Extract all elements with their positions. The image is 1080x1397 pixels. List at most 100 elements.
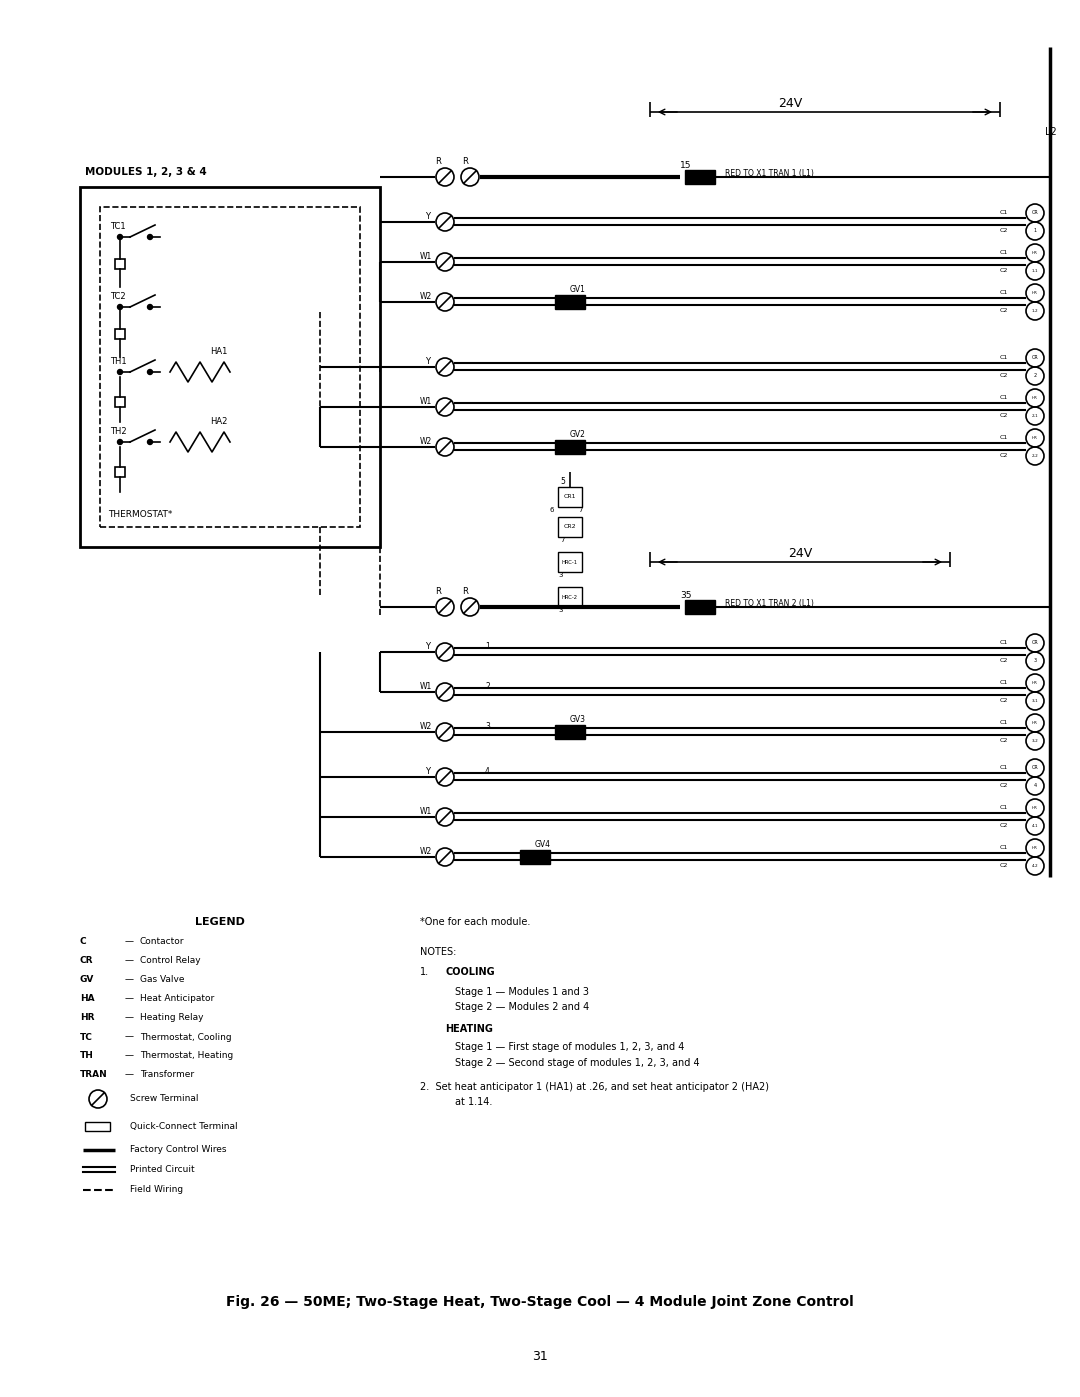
Text: 7: 7 [561, 536, 565, 543]
Text: Field Wiring: Field Wiring [130, 1186, 184, 1194]
Text: C1: C1 [1000, 806, 1008, 810]
Text: —: — [125, 1070, 134, 1080]
Text: 4: 4 [485, 767, 490, 777]
Text: 6: 6 [550, 507, 554, 513]
Text: GV1: GV1 [570, 285, 585, 295]
Bar [555, 295, 585, 309]
Circle shape [148, 440, 152, 444]
Text: Stage 2 — Second stage of modules 1, 2, 3, and 4: Stage 2 — Second stage of modules 1, 2, … [455, 1058, 700, 1067]
Text: Screw Terminal: Screw Terminal [130, 1094, 199, 1104]
Text: 7: 7 [578, 507, 582, 513]
Text: HEATING: HEATING [445, 1024, 492, 1034]
Text: 4-2: 4-2 [1031, 863, 1038, 868]
Text: TRAN: TRAN [80, 1070, 108, 1080]
Text: Heating Relay: Heating Relay [140, 1013, 203, 1023]
Text: 1-2: 1-2 [1031, 309, 1038, 313]
Bar [100, 207, 360, 527]
Text: CR: CR [1031, 355, 1038, 360]
Text: C2: C2 [1000, 309, 1008, 313]
Text: R: R [462, 588, 468, 597]
Text: —: — [125, 995, 134, 1003]
Bar [558, 552, 582, 571]
Text: C2: C2 [1000, 739, 1008, 743]
Text: *One for each module.: *One for each module. [420, 916, 530, 928]
Text: 3: 3 [558, 571, 563, 578]
Text: W2: W2 [420, 722, 432, 732]
Text: at 1.14.: at 1.14. [455, 1097, 492, 1106]
Text: Fig. 26 — 50ME; Two-Stage Heat, Two-Stage Cool — 4 Module Joint Zone Control: Fig. 26 — 50ME; Two-Stage Heat, Two-Stag… [226, 1295, 854, 1309]
Text: CR: CR [1031, 640, 1038, 645]
Text: HA2: HA2 [210, 418, 228, 426]
Text: 35: 35 [680, 591, 691, 601]
Text: Stage 2 — Modules 2 and 4: Stage 2 — Modules 2 and 4 [455, 1002, 590, 1011]
Text: MODULES 1, 2, 3 & 4: MODULES 1, 2, 3 & 4 [85, 168, 206, 177]
Text: CR2: CR2 [564, 524, 577, 529]
Text: HR: HR [1032, 680, 1038, 685]
Text: Factory Control Wires: Factory Control Wires [130, 1146, 227, 1154]
Text: CR1: CR1 [564, 495, 577, 500]
Text: Contactor: Contactor [140, 937, 185, 947]
Text: 3: 3 [1034, 658, 1037, 664]
Text: 4: 4 [1034, 784, 1037, 788]
Text: W2: W2 [420, 437, 432, 447]
Text: C2: C2 [1000, 823, 1008, 828]
Text: Heat Anticipator: Heat Anticipator [140, 995, 214, 1003]
Text: R: R [435, 158, 441, 166]
Text: C2: C2 [1000, 454, 1008, 458]
Bar [685, 170, 715, 184]
Bar [555, 725, 585, 739]
Text: Control Relay: Control Relay [140, 957, 201, 965]
Text: Thermostat, Cooling: Thermostat, Cooling [140, 1032, 231, 1042]
Text: R: R [462, 158, 468, 166]
Bar [558, 587, 582, 608]
Text: COOLING: COOLING [445, 967, 495, 977]
Text: —: — [125, 937, 134, 947]
Text: C2: C2 [1000, 373, 1008, 379]
Bar [114, 467, 125, 476]
Text: C1: C1 [1000, 211, 1008, 215]
Text: 1.: 1. [420, 967, 429, 977]
Bar [114, 258, 125, 270]
Text: 24V: 24V [778, 98, 802, 110]
Text: 2-2: 2-2 [1031, 454, 1038, 458]
Text: W1: W1 [420, 253, 432, 261]
Circle shape [118, 235, 122, 239]
Text: HR: HR [80, 1013, 95, 1023]
Text: GV: GV [80, 975, 94, 985]
Text: C2: C2 [1000, 698, 1008, 704]
Bar [558, 517, 582, 536]
Text: 2-1: 2-1 [1031, 414, 1038, 418]
Text: 1-1: 1-1 [1031, 270, 1038, 272]
Text: HR: HR [1032, 436, 1038, 440]
Text: 2: 2 [1034, 373, 1037, 379]
Text: TC: TC [80, 1032, 93, 1042]
Text: C1: C1 [1000, 436, 1008, 440]
Text: C2: C2 [1000, 863, 1008, 869]
Bar [555, 440, 585, 454]
Bar [114, 330, 125, 339]
Circle shape [118, 305, 122, 310]
Text: CR: CR [1031, 766, 1038, 771]
Text: C2: C2 [1000, 784, 1008, 788]
Text: 3-2: 3-2 [1031, 739, 1038, 743]
Text: NOTES:: NOTES: [420, 947, 457, 957]
Text: GV3: GV3 [570, 715, 586, 725]
Text: W1: W1 [420, 398, 432, 407]
Text: Gas Valve: Gas Valve [140, 975, 185, 985]
Text: TC2: TC2 [110, 292, 125, 302]
Text: —: — [125, 1013, 134, 1023]
Text: C2: C2 [1000, 268, 1008, 274]
Text: 5: 5 [561, 478, 565, 486]
Text: 1: 1 [485, 643, 489, 651]
Text: TH: TH [80, 1052, 94, 1060]
Text: —: — [125, 957, 134, 965]
Text: C1: C1 [1000, 250, 1008, 256]
Text: 3-1: 3-1 [1031, 698, 1038, 703]
Text: HRC-1: HRC-1 [562, 560, 578, 566]
Text: W2: W2 [420, 292, 432, 302]
Text: Y: Y [426, 767, 430, 777]
Text: 2: 2 [485, 683, 489, 692]
Text: TC1: TC1 [110, 222, 125, 232]
Text: C1: C1 [1000, 395, 1008, 401]
Text: R: R [435, 588, 441, 597]
